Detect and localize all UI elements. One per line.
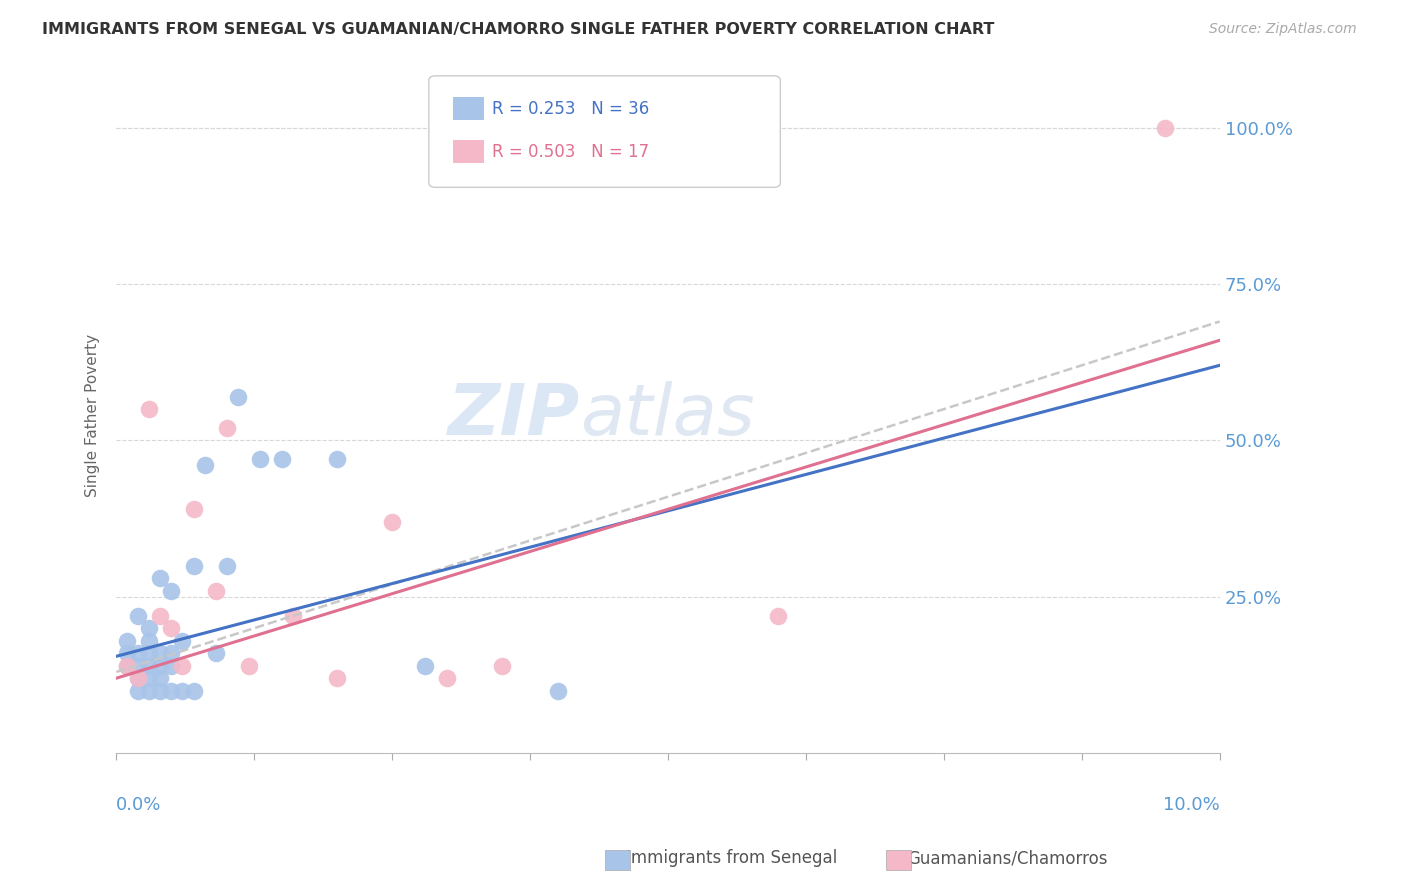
- Text: ZIP: ZIP: [447, 381, 579, 450]
- Point: [149, 671, 172, 685]
- Point: [183, 558, 205, 573]
- Point: [160, 583, 183, 598]
- Point: [149, 571, 172, 585]
- Point: [183, 683, 205, 698]
- Point: [326, 452, 349, 467]
- Point: [117, 658, 139, 673]
- Point: [149, 608, 172, 623]
- Point: [117, 658, 139, 673]
- Point: [270, 452, 292, 467]
- Point: [117, 646, 139, 660]
- Point: [172, 683, 194, 698]
- Point: [127, 671, 149, 685]
- Text: R = 0.503   N = 17: R = 0.503 N = 17: [492, 143, 650, 161]
- Point: [238, 658, 260, 673]
- Point: [160, 621, 183, 635]
- Point: [138, 671, 160, 685]
- Point: [215, 558, 238, 573]
- Point: [138, 621, 160, 635]
- Point: [172, 658, 194, 673]
- Point: [436, 671, 458, 685]
- Point: [138, 646, 160, 660]
- Point: [127, 683, 149, 698]
- Point: [127, 608, 149, 623]
- Point: [204, 583, 226, 598]
- Point: [138, 633, 160, 648]
- Point: [547, 683, 569, 698]
- Point: [381, 515, 404, 529]
- Point: [117, 633, 139, 648]
- Point: [226, 390, 249, 404]
- Point: [1153, 120, 1175, 135]
- Point: [281, 608, 304, 623]
- Point: [491, 658, 513, 673]
- Point: [127, 646, 149, 660]
- Text: Source: ZipAtlas.com: Source: ZipAtlas.com: [1209, 22, 1357, 37]
- Y-axis label: Single Father Poverty: Single Father Poverty: [86, 334, 100, 497]
- Point: [138, 683, 160, 698]
- Point: [138, 658, 160, 673]
- Text: R = 0.253   N = 36: R = 0.253 N = 36: [492, 100, 650, 118]
- Text: atlas: atlas: [579, 381, 755, 450]
- Text: 10.0%: 10.0%: [1163, 796, 1220, 814]
- Text: Guamanians/Chamorros: Guamanians/Chamorros: [907, 849, 1108, 867]
- Text: 0.0%: 0.0%: [117, 796, 162, 814]
- Point: [149, 683, 172, 698]
- Point: [149, 658, 172, 673]
- Point: [193, 458, 215, 473]
- Point: [127, 671, 149, 685]
- Point: [160, 658, 183, 673]
- Point: [768, 608, 790, 623]
- Text: IMMIGRANTS FROM SENEGAL VS GUAMANIAN/CHAMORRO SINGLE FATHER POVERTY CORRELATION : IMMIGRANTS FROM SENEGAL VS GUAMANIAN/CHA…: [42, 22, 994, 37]
- Point: [149, 646, 172, 660]
- Point: [215, 421, 238, 435]
- Point: [160, 683, 183, 698]
- Point: [127, 658, 149, 673]
- Point: [138, 402, 160, 417]
- Point: [249, 452, 271, 467]
- Point: [326, 671, 349, 685]
- Point: [172, 633, 194, 648]
- Point: [204, 646, 226, 660]
- Point: [160, 646, 183, 660]
- Point: [183, 502, 205, 516]
- Point: [413, 658, 436, 673]
- Text: Immigrants from Senegal: Immigrants from Senegal: [626, 849, 837, 867]
